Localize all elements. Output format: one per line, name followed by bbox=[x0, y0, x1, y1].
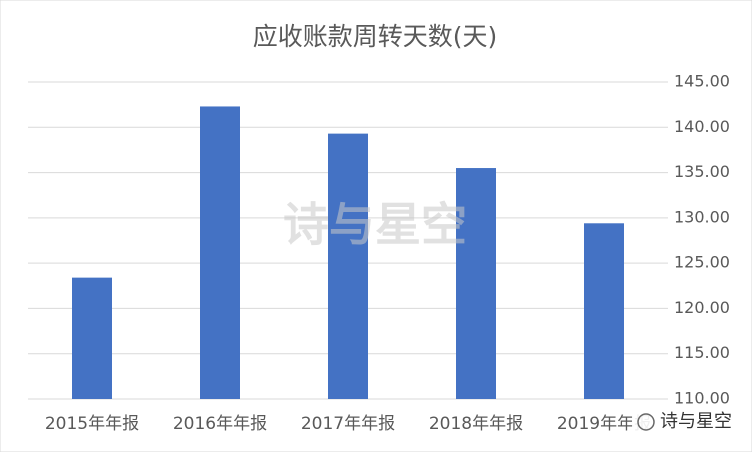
y-tick-label: 120.00 bbox=[674, 298, 730, 317]
x-tick-label: 2015年年报 bbox=[45, 414, 139, 434]
y-tick-label: 115.00 bbox=[674, 343, 730, 362]
bar bbox=[584, 223, 624, 399]
x-tick-label: 2017年年报 bbox=[301, 414, 395, 434]
badge: 诗与星空 bbox=[660, 411, 732, 432]
chart-title: 应收账款周转天数(天) bbox=[253, 22, 498, 51]
y-tick-label: 145.00 bbox=[674, 72, 730, 91]
bar bbox=[328, 133, 368, 399]
watermark: 诗与星空 bbox=[283, 198, 467, 252]
y-tick-label: 135.00 bbox=[674, 162, 730, 181]
bar bbox=[72, 277, 112, 399]
x-tick-label: 2016年年报 bbox=[173, 414, 267, 434]
badge-icon bbox=[637, 413, 655, 431]
y-tick-label: 130.00 bbox=[674, 207, 730, 226]
y-tick-label: 125.00 bbox=[674, 253, 730, 272]
y-tick-label: 140.00 bbox=[674, 117, 730, 136]
badge-bg bbox=[632, 408, 750, 436]
x-tick-label: 2018年年报 bbox=[429, 414, 523, 434]
bar bbox=[456, 168, 496, 399]
y-tick-label: 110.00 bbox=[674, 389, 730, 408]
bar bbox=[200, 106, 240, 399]
x-tick-label: 2019年年报 bbox=[557, 414, 651, 434]
